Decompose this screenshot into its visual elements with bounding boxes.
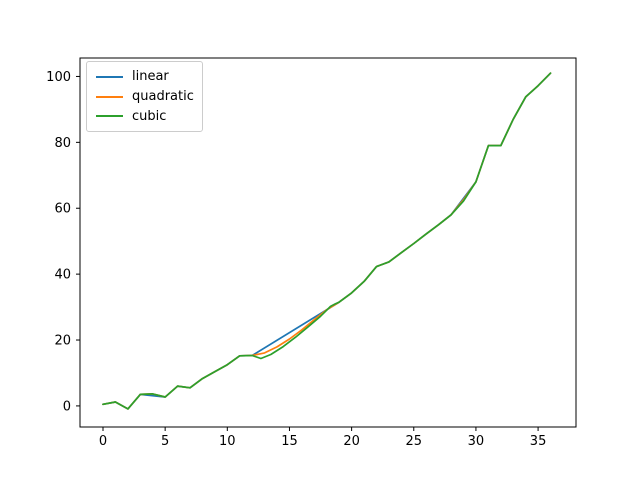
- legend-swatch-quadratic: [96, 95, 123, 98]
- x-tick-label: 10: [219, 434, 236, 449]
- y-tick-label: 20: [54, 334, 71, 349]
- axes-spines: [79, 57, 577, 428]
- y-tick-label: 0: [63, 399, 71, 414]
- legend-label-quadratic: quadratic: [132, 89, 194, 104]
- legend-label-linear: linear: [132, 69, 169, 85]
- legend-item-linear: linear: [96, 67, 193, 87]
- x-tick-label: 5: [161, 434, 169, 449]
- legend-item-cubic: cubic: [96, 106, 193, 126]
- y-tick-label: 100: [46, 70, 71, 85]
- x-tick-label: 25: [406, 434, 423, 449]
- legend-swatch-cubic: [96, 115, 123, 118]
- y-tick-label: 80: [54, 136, 71, 151]
- x-tick-label: 30: [468, 434, 485, 449]
- x-tick-label: 15: [281, 434, 298, 449]
- legend: linear quadratic cubic: [86, 61, 203, 132]
- y-tick-label: 60: [54, 202, 71, 217]
- legend-swatch-linear: [96, 75, 123, 78]
- x-tick-label: 0: [99, 434, 107, 449]
- legend-item-quadratic: quadratic: [96, 87, 194, 107]
- series-line-cubic: [102, 72, 552, 410]
- y-tick-label: 40: [54, 268, 71, 283]
- x-tick-label: 35: [530, 434, 547, 449]
- legend-label-cubic: cubic: [132, 108, 167, 124]
- x-tick-label: 20: [343, 434, 360, 449]
